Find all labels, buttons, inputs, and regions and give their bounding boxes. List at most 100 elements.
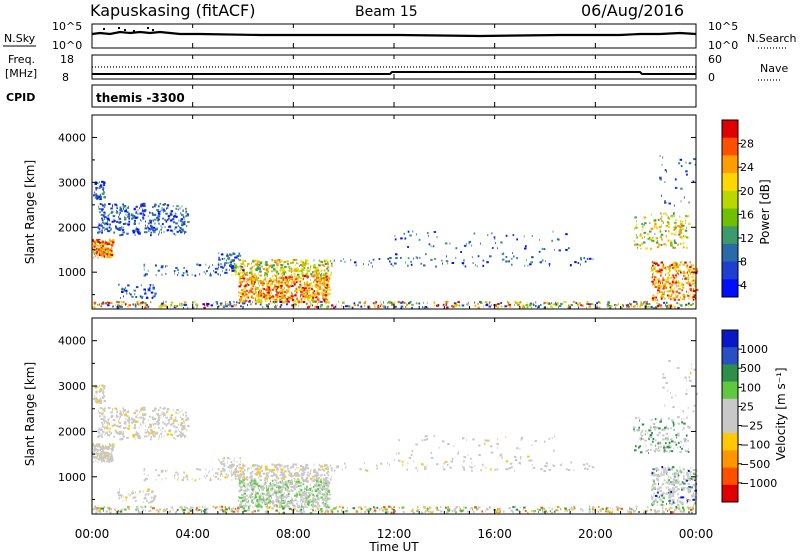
range-gate-cell (149, 425, 152, 428)
range-gate-cell (416, 510, 418, 513)
range-gate-cell (688, 511, 690, 514)
range-gate-cell (272, 502, 275, 505)
n-search-label: N.Search (747, 32, 797, 45)
range-gate-cell (103, 509, 104, 512)
range-gate-cell (175, 411, 178, 414)
range-gate-cell (136, 231, 139, 233)
range-gate-cell (406, 304, 408, 306)
range-gate-cell (455, 507, 457, 510)
range-gate-cell (112, 220, 115, 223)
range-gate-cell (260, 294, 263, 297)
range-gate-cell (167, 408, 169, 411)
range-gate-cell (341, 304, 343, 307)
range-gate-cell (659, 155, 661, 158)
range-gate-cell (253, 281, 256, 284)
range-gate-cell (103, 451, 106, 454)
range-gate-cell (142, 216, 145, 219)
range-gate-cell (104, 229, 106, 232)
range-gate-cell (685, 219, 686, 222)
range-gate-cell (315, 476, 318, 479)
range-gate-cell (281, 291, 285, 294)
range-gate-cell (580, 263, 581, 266)
range-gate-cell (651, 266, 652, 269)
range-gate-cell (98, 428, 99, 431)
range-gate-cell (680, 287, 681, 290)
range-gate-cell (389, 257, 392, 259)
range-gate-cell (241, 493, 244, 496)
range-gate-cell (131, 295, 134, 298)
range-gate-cell (271, 479, 274, 482)
range-gate-cell (312, 480, 315, 483)
range-gate-cell (120, 413, 123, 416)
range-gate-cell (675, 295, 678, 298)
range-gate-cell (264, 479, 266, 482)
range-gate-cell (662, 156, 664, 159)
range-gate-cell (106, 460, 108, 463)
range-gate-cell (121, 291, 124, 293)
range-gate-cell (286, 289, 288, 292)
range-gate-cell (299, 484, 302, 487)
range-gate-cell (102, 415, 104, 418)
range-gate-cell (664, 286, 668, 289)
range-gate-cell (274, 484, 276, 487)
range-gate-cell (127, 305, 129, 308)
range-gate-cell (158, 232, 160, 234)
range-gate-cell (259, 270, 262, 273)
range-gate-cell (322, 274, 324, 276)
range-gate-cell (183, 220, 186, 223)
range-gate-cell (677, 225, 680, 227)
range-gate-cell (428, 243, 431, 246)
range-gate-cell (586, 257, 589, 260)
range-gate-cell (320, 482, 323, 485)
range-gate-cell (269, 278, 272, 280)
range-gate-cell (323, 265, 326, 268)
range-gate-cell (266, 283, 269, 286)
range-gate-cell (409, 300, 410, 303)
range-gate-cell (311, 479, 313, 482)
range-gate-cell (162, 265, 164, 268)
range-gate-cell (122, 427, 126, 430)
range-gate-cell (313, 290, 316, 293)
range-gate-cell (267, 479, 268, 482)
range-gate-cell (241, 276, 243, 279)
range-gate-cell (261, 284, 265, 287)
range-gate-cell (323, 463, 325, 466)
range-gate-cell (659, 176, 662, 179)
range-gate-cell (118, 420, 120, 422)
range-gate-cell (672, 282, 675, 285)
range-gate-cell (143, 470, 145, 472)
range-gate-cell (239, 299, 242, 302)
range-gate-cell (244, 281, 246, 284)
range-gate-cell (265, 484, 267, 487)
range-gate-cell (320, 510, 323, 513)
range-gate-cell (433, 304, 436, 307)
range-gate-cell (245, 273, 247, 276)
range-gate-cell (250, 500, 252, 503)
range-gate-cell (154, 218, 157, 221)
range-gate-cell (92, 450, 94, 453)
range-gate-cell (329, 478, 332, 481)
range-gate-cell (654, 261, 657, 264)
range-gate-cell (243, 285, 245, 288)
range-gate-cell (491, 247, 494, 249)
range-gate-cell (286, 504, 287, 507)
range-gate-cell (149, 289, 151, 292)
range-gate-cell (159, 202, 162, 205)
range-gate-cell (446, 300, 449, 303)
range-gate-cell (323, 289, 325, 292)
range-gate-cell (102, 242, 104, 245)
range-gate-cell (224, 257, 226, 260)
range-gate-cell (688, 297, 690, 300)
range-gate-cell (181, 228, 184, 231)
range-gate-cell (128, 416, 130, 419)
range-gate-cell (270, 488, 273, 491)
range-gate-cell (654, 233, 656, 235)
range-gate-cell (108, 251, 109, 254)
range-gate-cell (242, 473, 244, 476)
range-gate-cell (101, 459, 104, 462)
range-gate-cell (281, 275, 283, 278)
range-gate-cell (114, 203, 117, 206)
range-gate-cell (588, 303, 592, 306)
range-gate-cell (217, 468, 220, 471)
range-gate-cell (326, 298, 328, 301)
